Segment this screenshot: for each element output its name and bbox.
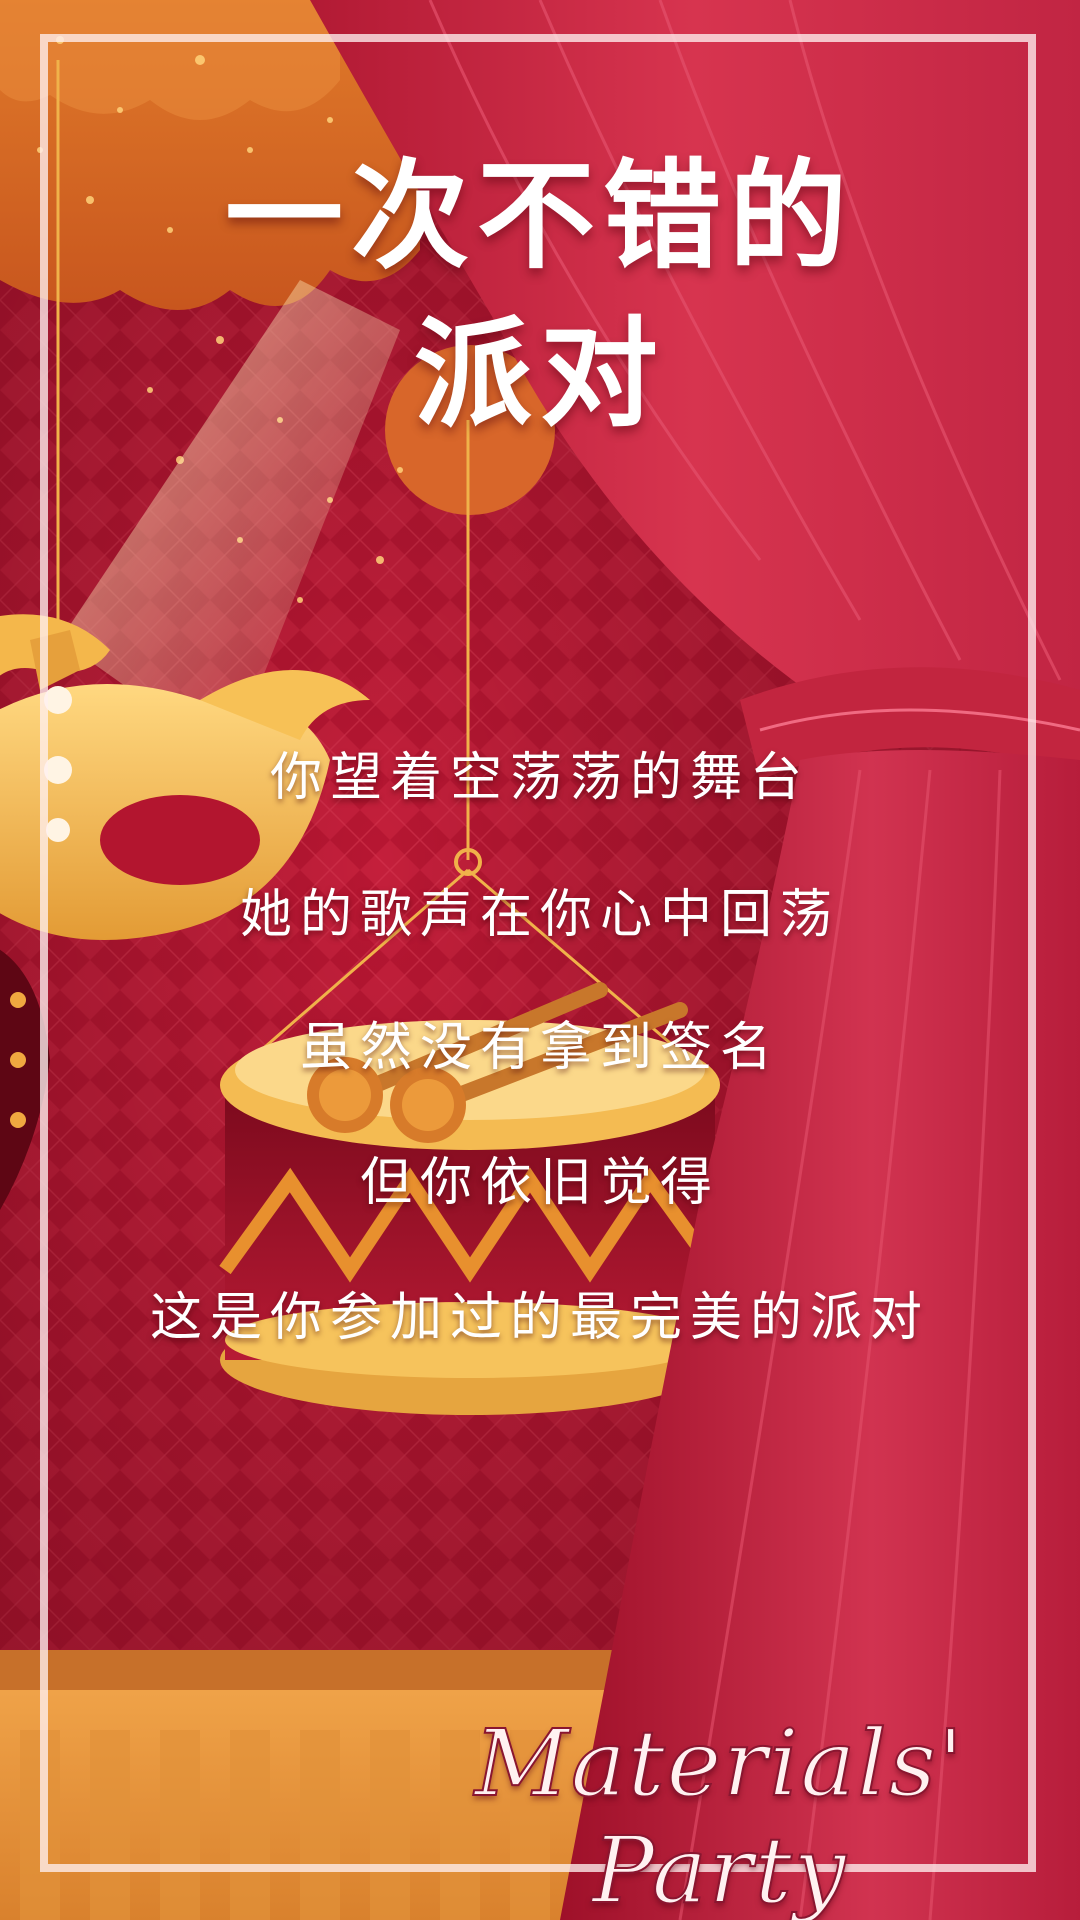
signature-text: Materials' Party <box>474 1709 966 1920</box>
lyric-line-1: 你望着空荡荡的舞台 <box>269 748 810 808</box>
lyric-line-5: 这是你参加过的最完美的派对 <box>149 1288 930 1348</box>
lyric-line-2: 她的歌声在你心中回荡 <box>239 885 840 945</box>
title-line-1: 一次不错的 <box>224 147 855 285</box>
title-line-2: 派对 <box>413 305 666 443</box>
lyric-line-3: 虽然没有拿到签名 <box>299 1018 780 1078</box>
lyric-line-4: 但你依旧觉得 <box>359 1153 720 1213</box>
